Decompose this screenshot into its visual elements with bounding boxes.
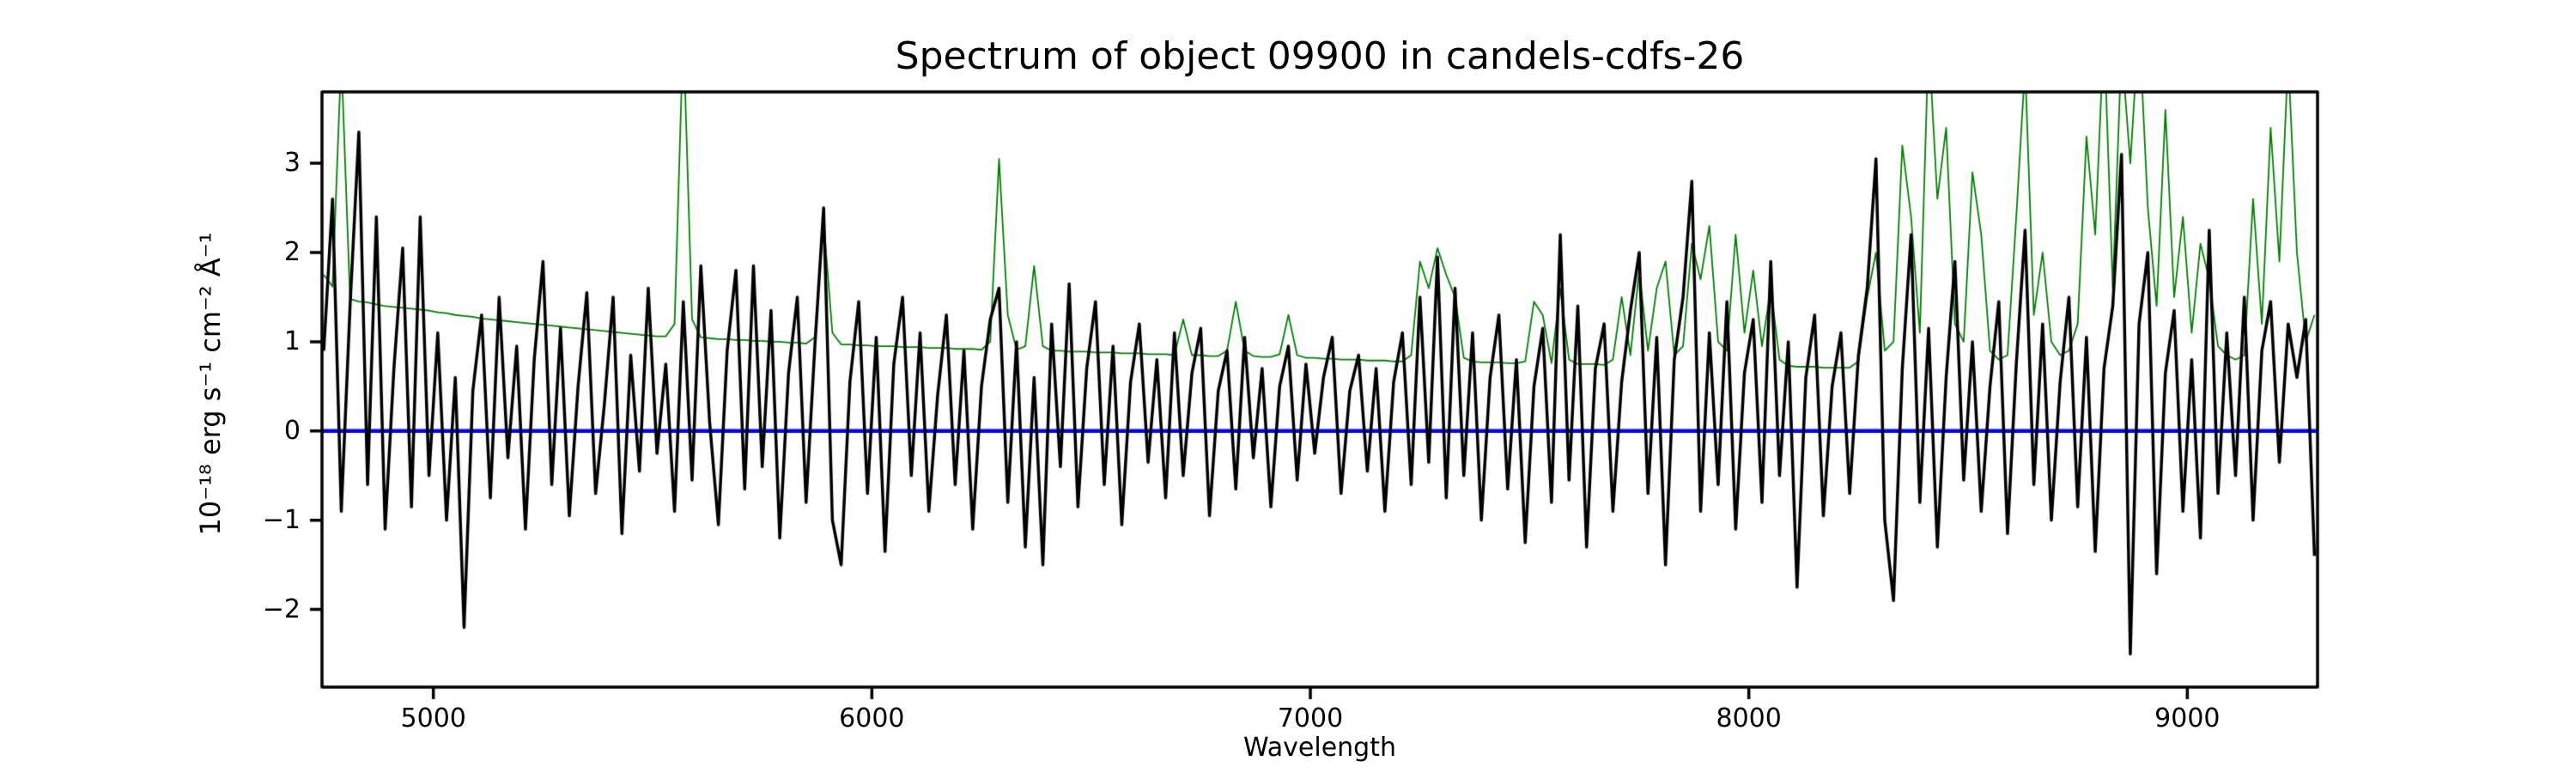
- y-tick-label: 3: [283, 148, 301, 179]
- x-tick-label: 9000: [2154, 703, 2221, 733]
- x-tick-label: 7000: [1277, 703, 1344, 733]
- y-tick-label: 2: [283, 237, 301, 268]
- x-axis-label: Wavelength: [1243, 733, 1396, 763]
- y-axis-label: 10⁻¹⁸ erg s⁻¹ cm⁻² Å⁻¹: [194, 232, 227, 536]
- y-tick-label: 0: [283, 415, 301, 446]
- y-tick-label: 1: [283, 326, 301, 356]
- x-tick-label: 8000: [1716, 703, 1782, 733]
- x-tick-label: 5000: [400, 703, 466, 733]
- chart-title: Spectrum of object 09900 in candels-cdfs…: [895, 34, 1745, 78]
- y-tick-label: −2: [262, 593, 301, 624]
- x-tick-label: 6000: [839, 703, 905, 733]
- y-tick-label: −1: [262, 504, 301, 535]
